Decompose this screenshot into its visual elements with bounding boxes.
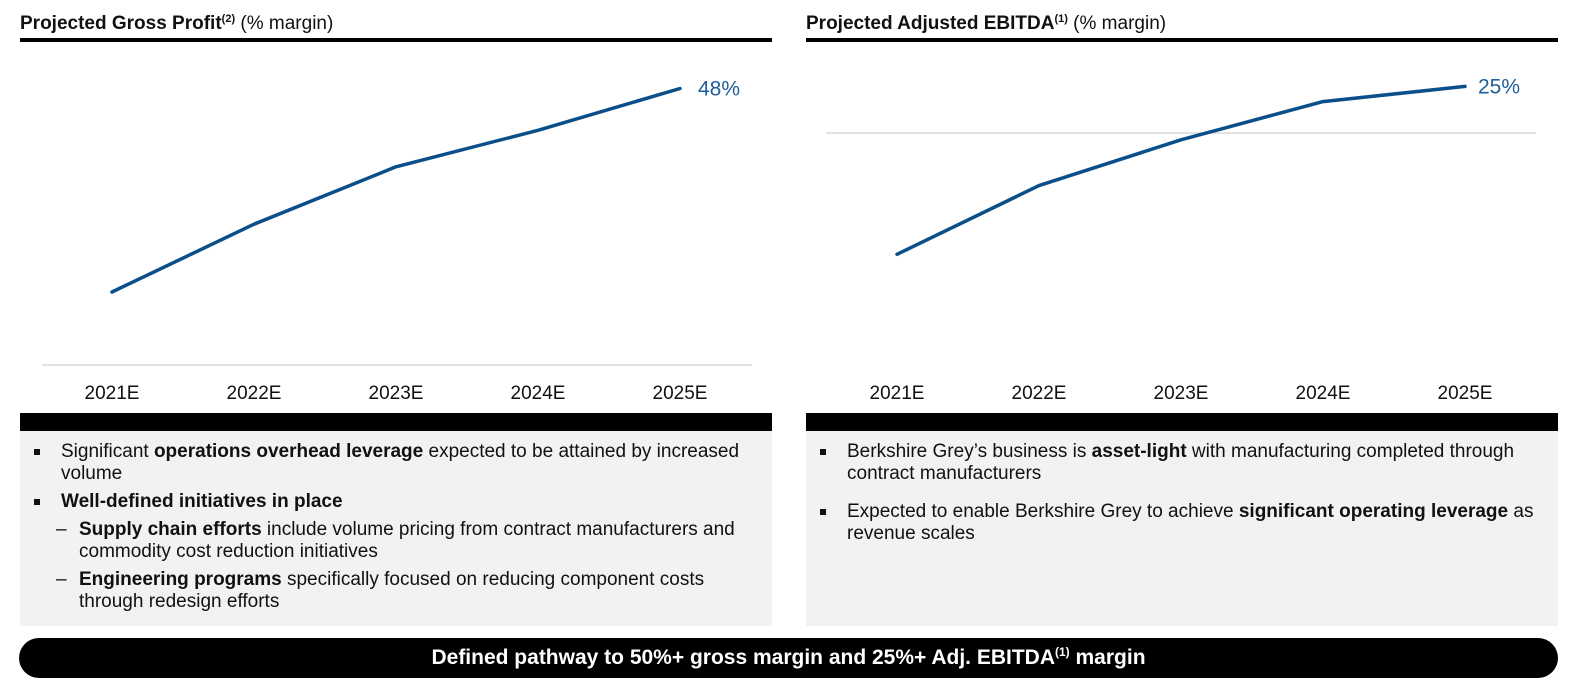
bullet-operations-leverage: Significant operations overhead leverage… [32,441,752,485]
x-tick-label: 2023E [369,383,424,404]
ebitda-chart: 2021E 2022E 2023E 2024E 2025E 25% [826,75,1536,404]
x-tick-label: 2025E [653,383,708,404]
section-divider-bar [806,413,1558,431]
bullet-initiatives: Well-defined initiatives in place [32,491,752,513]
bullet-emphasis: significant operating leverage [1238,501,1509,522]
bullet-text: with manufacturing completed through con… [847,441,1515,484]
footer-footnote: (1) [1055,645,1070,659]
ebitda-panel: Projected Adjusted EBITDA(1) (% margin) … [806,0,1558,626]
x-tick-label: 2025E [1438,383,1493,404]
x-tick-label: 2024E [1296,383,1351,404]
gross-profit-bullets: Significant operations overhead leverage… [20,431,772,626]
ebitda-bullets: Berkshire Grey’s business is asset-light… [806,431,1558,626]
bullet-text: expected to be attained by increased vol… [61,441,740,484]
x-tick-label: 2021E [870,383,925,404]
x-tick-label: 2024E [511,383,566,404]
x-tick-label: 2022E [1012,383,1067,404]
section-divider-bar [20,413,772,431]
bullet-emphasis: Engineering programs [79,569,282,590]
bullet-emphasis: Well-defined initiatives in place [61,491,343,512]
ebitda-title-unit: (% margin) [1067,13,1167,34]
x-tick-label: 2021E [85,383,140,404]
title-rule [806,38,1558,42]
ebitda-title-main: Projected Adjusted EBITDA [806,13,1055,34]
subbullet-supply-chain: Supply chain efforts include volume pric… [32,519,752,563]
title-rule [20,38,772,42]
bullet-asset-light: Berkshire Grey’s business is asset-light… [818,441,1538,485]
ebitda-title: Projected Adjusted EBITDA(1) (% margin) [806,12,1166,36]
bullet-operating-leverage: Expected to enable Berkshire Grey to ach… [818,501,1538,545]
end-value-label: 25% [1478,75,1520,98]
bullet-text: Berkshire Grey’s business is [847,441,1092,462]
gross-profit-chart: 2021E 2022E 2023E 2024E 2025E 48% [42,78,752,404]
footer-text-end: margin [1069,646,1146,669]
x-tick-label: 2023E [1154,383,1209,404]
bullet-emphasis: asset-light [1091,441,1187,462]
bullet-text: include volume pricing from contract man… [79,519,735,562]
footer-banner: Defined pathway to 50%+ gross margin and… [19,638,1558,678]
x-tick-label: 2022E [227,383,282,404]
bullet-text: Significant [61,441,154,462]
series-line [110,86,682,294]
bullet-emphasis: Supply chain efforts [79,519,262,540]
gross-profit-panel: Projected Gross Profit(2) (% margin) 202… [20,0,772,626]
series-line [895,84,1467,257]
bullet-text: as revenue scales [847,501,1534,544]
subbullet-engineering: Engineering programs specifically focuse… [32,569,752,613]
gross-profit-title-footnote: (2) [221,13,236,25]
bullet-text: Expected to enable Berkshire Grey to ach… [847,501,1239,522]
gross-profit-title-main: Projected Gross Profit [20,13,222,34]
bullet-text: specifically focused on reducing compone… [79,569,705,612]
end-value-label: 48% [698,78,740,101]
bullet-emphasis: operations overhead leverage [153,441,424,462]
footer-text: Defined pathway to 50%+ gross margin and… [431,646,1055,669]
ebitda-title-footnote: (1) [1054,13,1068,25]
gross-profit-title-unit: (% margin) [235,13,334,34]
gross-profit-title: Projected Gross Profit(2) (% margin) [20,12,333,36]
